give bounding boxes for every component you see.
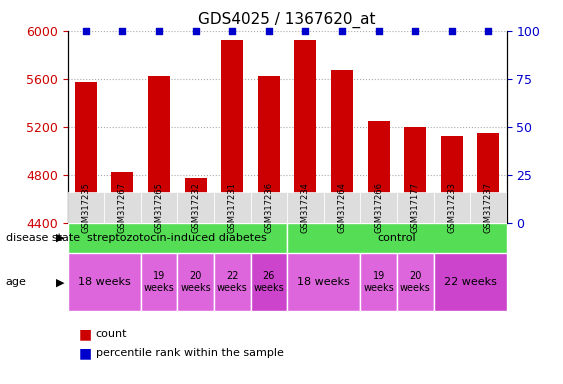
Text: GSM317267: GSM317267 [118, 182, 127, 233]
Text: disease state: disease state [6, 233, 80, 243]
Point [411, 28, 420, 34]
FancyBboxPatch shape [434, 253, 507, 311]
Point [227, 28, 237, 34]
FancyBboxPatch shape [287, 192, 324, 223]
FancyBboxPatch shape [287, 223, 507, 253]
Text: GSM317266: GSM317266 [374, 182, 383, 233]
Bar [111, 172, 133, 384]
FancyBboxPatch shape [251, 192, 287, 223]
FancyBboxPatch shape [324, 192, 360, 223]
FancyBboxPatch shape [251, 253, 287, 311]
Bar [185, 178, 207, 384]
FancyBboxPatch shape [434, 192, 470, 223]
Bar [294, 40, 316, 384]
Text: ▶: ▶ [56, 233, 65, 243]
Bar [368, 121, 390, 384]
Point [447, 28, 456, 34]
Text: control: control [378, 233, 416, 243]
FancyBboxPatch shape [397, 253, 434, 311]
Text: GSM317233: GSM317233 [448, 182, 456, 233]
Bar [331, 70, 353, 384]
FancyBboxPatch shape [214, 253, 251, 311]
Text: count: count [96, 329, 127, 339]
Text: 22
weeks: 22 weeks [217, 271, 248, 293]
Bar [221, 40, 243, 384]
Text: GSM317234: GSM317234 [301, 182, 310, 233]
Text: GSM317235: GSM317235 [82, 182, 90, 233]
Text: GSM317264: GSM317264 [338, 182, 346, 233]
Point [81, 28, 90, 34]
Text: 18 weeks: 18 weeks [297, 277, 350, 287]
FancyBboxPatch shape [360, 192, 397, 223]
FancyBboxPatch shape [68, 223, 287, 253]
Point [265, 28, 274, 34]
FancyBboxPatch shape [397, 192, 434, 223]
Bar [441, 136, 463, 384]
Point [191, 28, 200, 34]
FancyBboxPatch shape [141, 192, 177, 223]
Bar [75, 82, 97, 384]
Text: GSM317237: GSM317237 [484, 182, 493, 233]
Bar [477, 133, 499, 384]
FancyBboxPatch shape [68, 192, 104, 223]
Point [301, 28, 310, 34]
Text: streptozotocin-induced diabetes: streptozotocin-induced diabetes [87, 233, 267, 243]
Text: GSM317231: GSM317231 [228, 182, 236, 233]
Text: 19
weeks: 19 weeks [144, 271, 175, 293]
Point [118, 28, 127, 34]
Text: 20
weeks: 20 weeks [180, 271, 211, 293]
Point [154, 28, 164, 34]
Text: 18 weeks: 18 weeks [78, 277, 131, 287]
Text: 26
weeks: 26 weeks [253, 271, 284, 293]
Text: percentile rank within the sample: percentile rank within the sample [96, 348, 284, 358]
Text: 22 weeks: 22 weeks [444, 277, 497, 287]
FancyBboxPatch shape [214, 192, 251, 223]
Point [484, 28, 493, 34]
FancyBboxPatch shape [360, 253, 397, 311]
Bar [258, 76, 280, 384]
Text: ■: ■ [79, 327, 92, 341]
Text: GSM317265: GSM317265 [155, 182, 163, 233]
Point [338, 28, 347, 34]
Text: ■: ■ [79, 346, 92, 360]
Bar [404, 127, 426, 384]
Text: GSM317236: GSM317236 [265, 182, 273, 233]
FancyBboxPatch shape [104, 192, 141, 223]
Text: 19
weeks: 19 weeks [363, 271, 394, 293]
Text: 20
weeks: 20 weeks [400, 271, 431, 293]
Bar [148, 76, 170, 384]
Point [374, 28, 383, 34]
FancyBboxPatch shape [287, 253, 360, 311]
Text: GSM317177: GSM317177 [411, 182, 419, 233]
FancyBboxPatch shape [177, 253, 214, 311]
FancyBboxPatch shape [470, 192, 507, 223]
Title: GDS4025 / 1367620_at: GDS4025 / 1367620_at [198, 12, 376, 28]
Text: GSM317232: GSM317232 [191, 182, 200, 233]
FancyBboxPatch shape [177, 192, 214, 223]
FancyBboxPatch shape [68, 253, 141, 311]
Text: ▶: ▶ [56, 277, 65, 287]
FancyBboxPatch shape [141, 253, 177, 311]
Text: age: age [6, 277, 26, 287]
